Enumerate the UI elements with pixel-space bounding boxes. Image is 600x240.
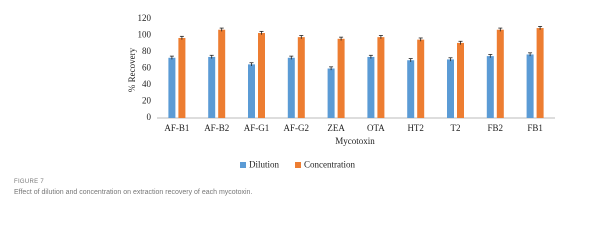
x-tick-label: AF-G1: [244, 123, 270, 133]
bar: [208, 56, 216, 118]
bar: [287, 57, 295, 118]
y-tick-label: 80: [142, 46, 152, 56]
bar: [496, 29, 504, 119]
bar: [447, 59, 454, 118]
y-tick-label: 120: [138, 13, 152, 23]
bar: [536, 28, 544, 119]
y-tick-label: 20: [142, 96, 152, 106]
x-axis-label: Mycotoxin: [335, 136, 375, 146]
y-tick-label: 100: [138, 30, 152, 40]
bar: [407, 60, 415, 118]
bar: [248, 64, 255, 118]
bar: [457, 42, 464, 118]
y-tick-label: 60: [142, 63, 152, 73]
legend-label: Concentration: [304, 160, 355, 170]
x-tick-label: FB1: [527, 123, 543, 133]
x-tick-label: FB2: [488, 123, 504, 133]
x-tick-label: AF-G2: [284, 123, 310, 133]
figure-label: FIGURE 7: [14, 179, 45, 185]
y-axis-label: % Recovery: [127, 47, 137, 92]
bar: [178, 37, 186, 118]
bar: [337, 38, 345, 118]
chart: Mycotoxin % Recovery 0 20 40 60 80 100 120 AF-B…: [127, 13, 555, 170]
legend-label: Dilution: [249, 160, 280, 170]
bar: [327, 68, 335, 118]
x-tick-label: AF-B1: [164, 123, 189, 133]
bar: [486, 56, 494, 118]
bar: [258, 33, 265, 118]
legend-swatch: [240, 162, 246, 168]
figure-caption: Effect of dilution and concentration on …: [14, 189, 253, 196]
x-tick-label: OTA: [367, 123, 385, 133]
bar: [367, 56, 375, 118]
bar: [297, 37, 305, 118]
x-tick-label: AF-B2: [204, 123, 229, 133]
legend-swatch: [295, 162, 302, 168]
x-tick-label: ZEA: [327, 123, 345, 133]
bar: [218, 29, 226, 119]
bar: [168, 57, 176, 118]
x-tick-label: HT2: [407, 123, 424, 133]
bar: [417, 39, 425, 118]
y-tick-label: 0: [147, 112, 152, 122]
bar: [526, 54, 534, 118]
y-tick-label: 40: [142, 79, 152, 89]
x-tick-label: T2: [451, 123, 461, 133]
bar: [377, 37, 385, 118]
page: Mycotoxin % Recovery 0 20 40 60 80 100 120 AF-B…: [14, 13, 555, 196]
